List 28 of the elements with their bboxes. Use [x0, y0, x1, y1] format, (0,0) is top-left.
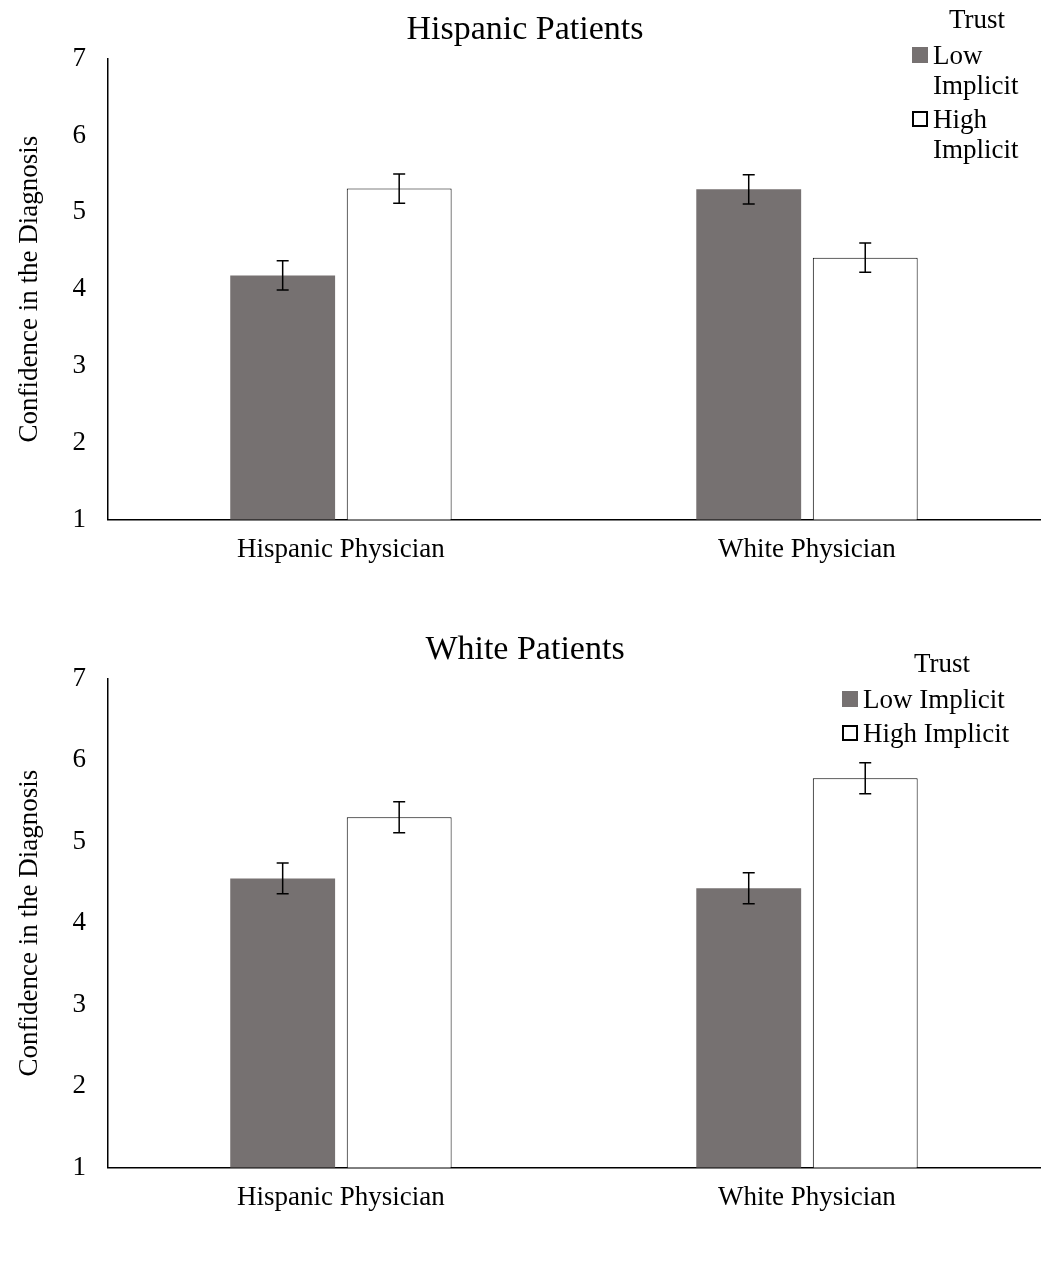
legend-label: Low Implicit	[933, 40, 1020, 100]
text: High Implicit	[933, 104, 1020, 164]
chart-title: White Patients	[425, 629, 625, 667]
legend-title: Trust	[912, 648, 971, 678]
legend-label: Low Implicit	[863, 684, 1005, 714]
series-label: High Implicit	[863, 718, 1010, 748]
y-tick-label: 7	[72, 41, 86, 72]
x-tick-label: White Physician	[718, 1180, 897, 1211]
x-tick-label: Hispanic Physician	[237, 1180, 446, 1211]
y-tick-label: 3	[72, 349, 86, 380]
y-tick-label: 5	[72, 824, 86, 855]
y-tick-label: 1	[72, 1150, 86, 1181]
y-tick-label: 3	[72, 987, 86, 1018]
chart-title: Hispanic Patients	[406, 9, 644, 47]
y-tick-label: 6	[72, 743, 86, 774]
y-tick-label: 4	[72, 906, 87, 937]
y-axis-title: Confidence in the Diagnosis	[13, 135, 44, 443]
y-axis-title: Confidence in the Diagnosis	[13, 769, 44, 1077]
x-tick-label: Hispanic Physician	[237, 532, 446, 563]
y-tick-label: 2	[72, 425, 86, 456]
y-tick-label: 7	[72, 661, 86, 692]
y-tick-label: 1	[72, 502, 86, 533]
y-tick-label: 6	[72, 118, 86, 149]
y-tick-label: 5	[72, 195, 86, 226]
y-tick-label: 2	[72, 1069, 86, 1100]
x-tick-label: White Physician	[718, 532, 897, 563]
y-tick-label: 4	[72, 272, 87, 303]
legend-title: Trust	[947, 4, 1006, 34]
